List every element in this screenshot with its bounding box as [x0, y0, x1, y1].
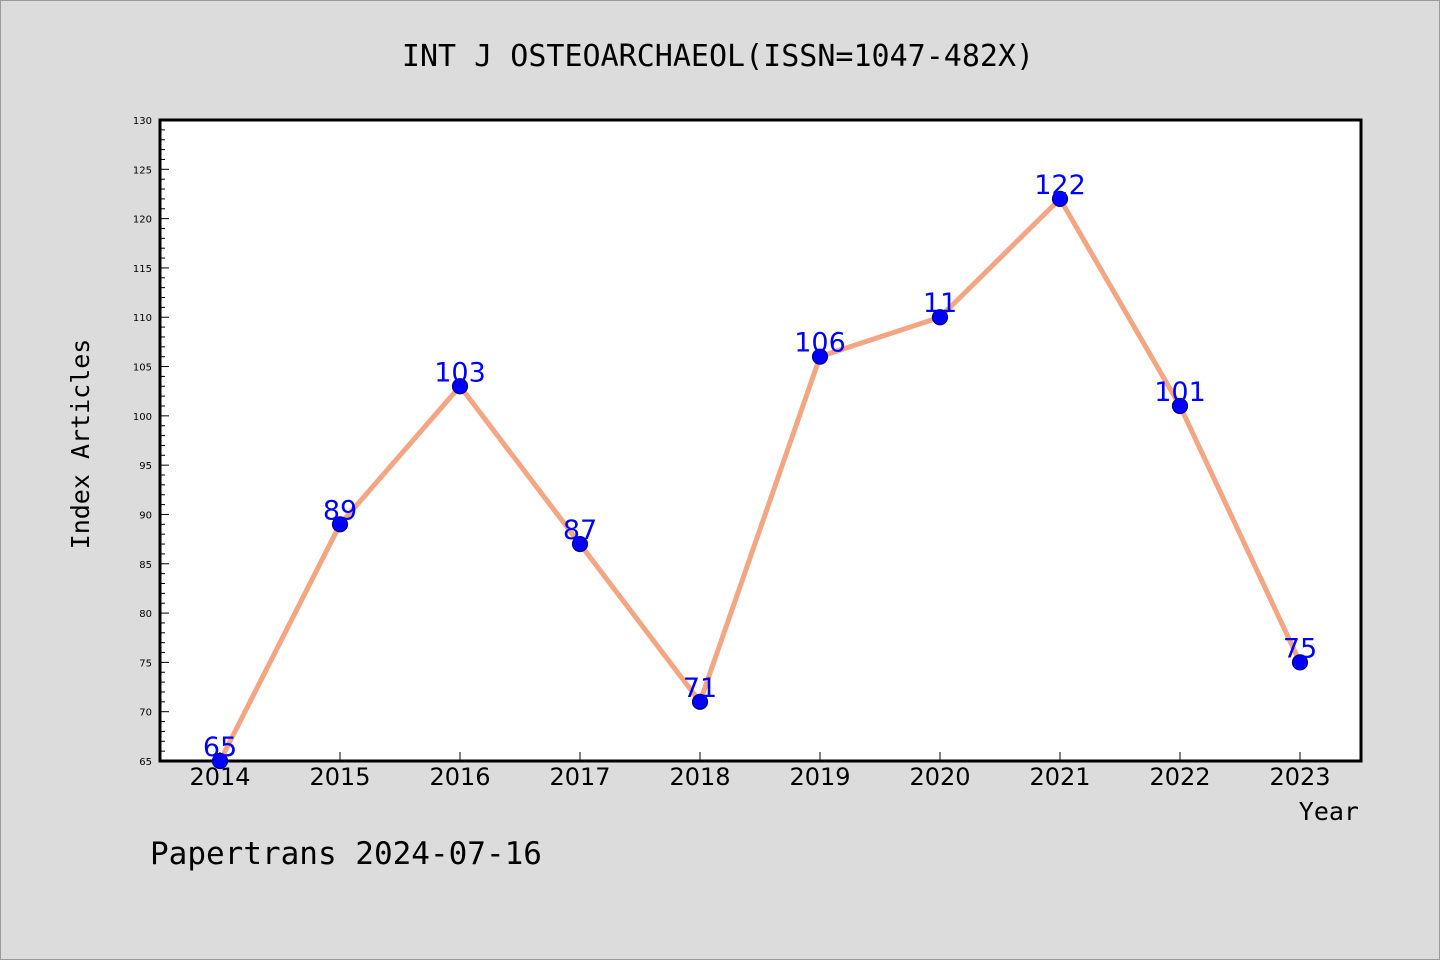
- x-tick-label: 2020: [909, 763, 970, 791]
- data-label: 75: [1283, 633, 1317, 664]
- data-label: 11: [923, 288, 957, 319]
- data-label: 103: [434, 357, 486, 388]
- data-label: 87: [563, 515, 597, 546]
- data-label: 101: [1154, 377, 1206, 408]
- x-tick-label: 2017: [549, 763, 610, 791]
- data-point: [451, 378, 469, 395]
- x-tick-label: 2023: [1269, 763, 1330, 791]
- y-tick-label: 95: [139, 461, 152, 472]
- y-tick-label: 70: [139, 708, 152, 719]
- data-label: 106: [794, 328, 846, 359]
- data-point: [1051, 190, 1069, 207]
- data-point: [1171, 397, 1189, 415]
- y-tick-label: 65: [139, 757, 152, 768]
- data-point: [691, 693, 709, 710]
- y-axis-ticks: 65 70 75 80 85 90 95 100 105 110 115 120 125 130: [133, 116, 169, 768]
- x-axis-label: Year: [1299, 797, 1359, 826]
- data-point: [571, 535, 589, 553]
- y-tick-label: 115: [133, 264, 152, 275]
- y-tick-label: 90: [139, 510, 152, 521]
- y-tick-label: 110: [133, 313, 152, 324]
- data-point: [211, 752, 229, 770]
- y-tick-label: 130: [133, 116, 152, 127]
- y-tick-label: 80: [139, 609, 152, 620]
- y-tick-label: 120: [133, 215, 152, 226]
- data-label: 89: [323, 495, 357, 526]
- x-tick-label: 2016: [429, 763, 490, 791]
- data-label: 65: [203, 732, 237, 763]
- data-point: [1291, 654, 1309, 671]
- x-tick-label: 2022: [1149, 763, 1210, 791]
- y-axis-label: Index Articles: [66, 339, 95, 550]
- data-point: [811, 348, 829, 365]
- y-tick-label: 85: [139, 560, 152, 571]
- y-tick-label: 75: [139, 658, 152, 669]
- data-point: [331, 516, 349, 533]
- y-tick-label: 105: [133, 363, 152, 374]
- data-label: 122: [1034, 170, 1086, 201]
- plot-area: [158, 118, 1363, 763]
- x-tick-label: 2019: [789, 763, 850, 791]
- chart-title: INT J OSTEOARCHAEOL(ISSN=1047-482X): [402, 39, 1034, 74]
- y-tick-label: 125: [133, 165, 152, 176]
- x-tick-label: 2015: [309, 763, 370, 791]
- series-line: [217, 196, 1303, 764]
- y-tick-label: 100: [133, 412, 152, 423]
- x-tick-label: 2018: [669, 763, 730, 791]
- data-label: 71: [683, 673, 717, 704]
- data-point: [931, 309, 949, 326]
- x-axis-ticks: 2014 2015 2016 2017 2018 2019 2020 2021 2022 2023: [189, 752, 1331, 791]
- footer-stamp: Papertrans 2024-07-16: [150, 836, 542, 872]
- x-tick-label: 2021: [1029, 763, 1090, 791]
- series-layer: 65 89 103 87 71 106 11 122 101 75: [203, 170, 1317, 770]
